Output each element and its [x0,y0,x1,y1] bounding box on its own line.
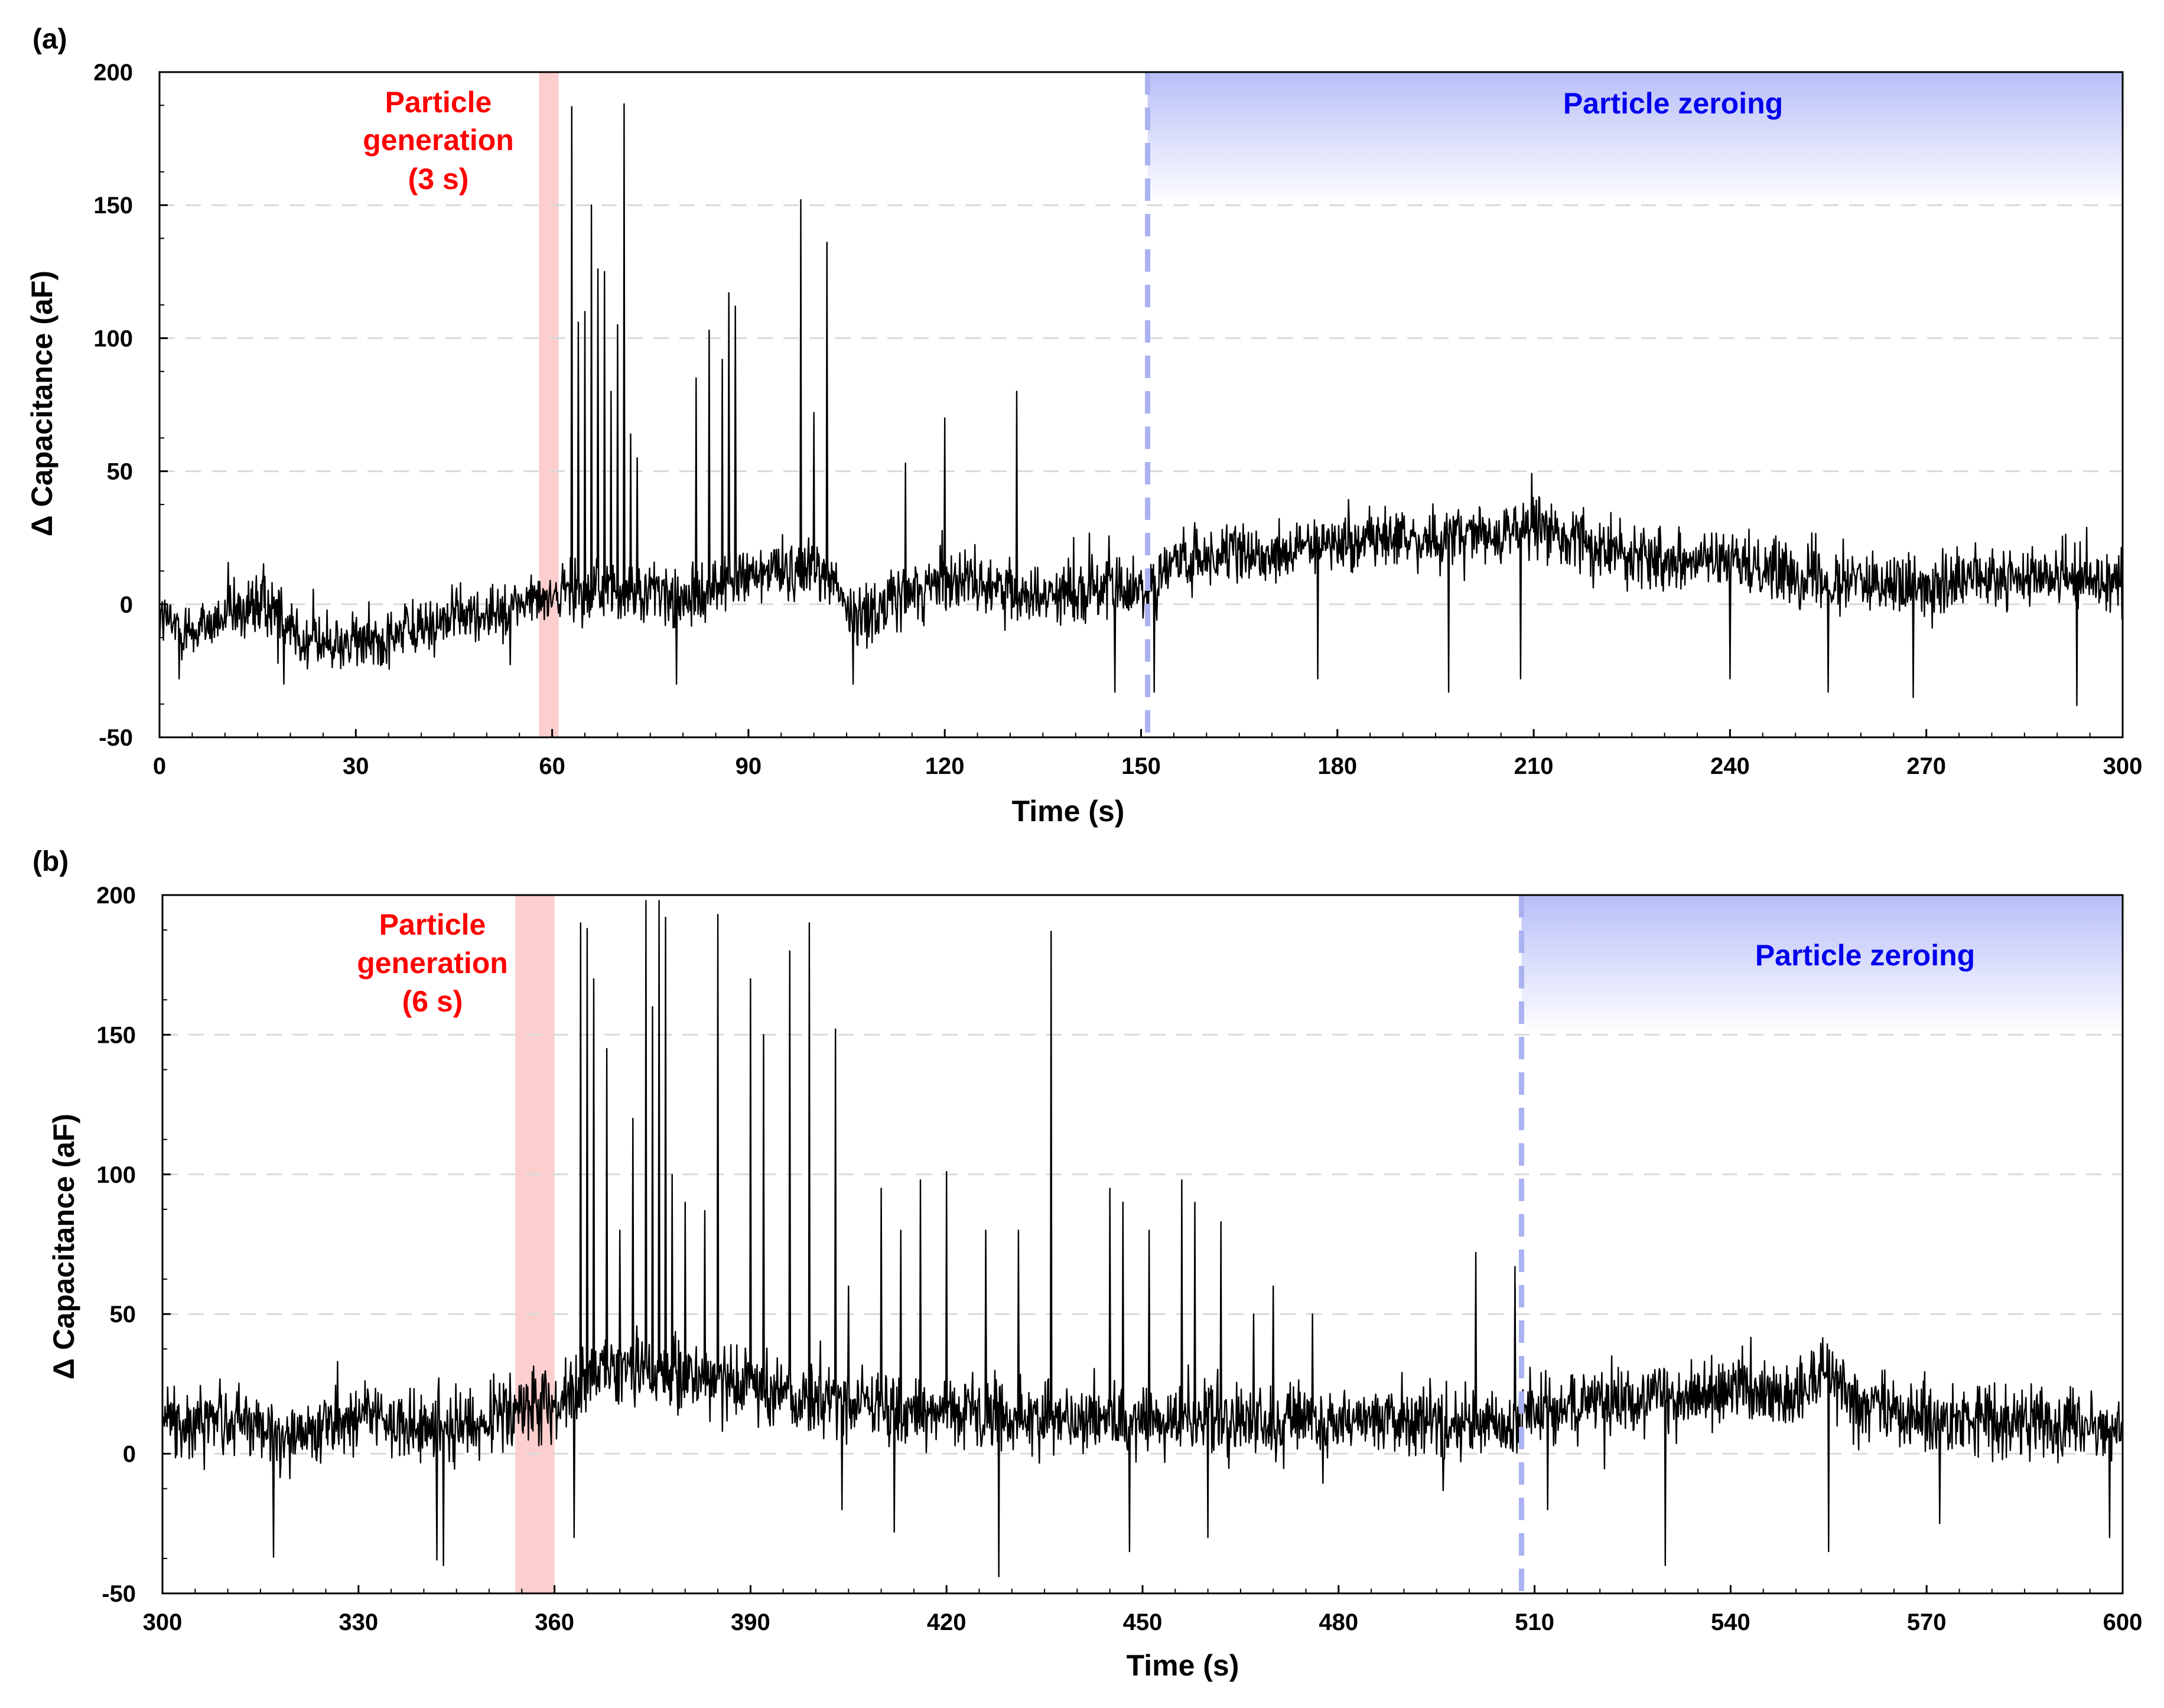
x-tick-label: 150 [1121,753,1161,779]
panel-b-x-axis: 300 330 360 390 420 450 480 510 540 570 600 [143,1585,2143,1635]
x-tick-label: 330 [339,1609,378,1635]
panel-b-generation-label-line1: Particle [379,908,486,941]
x-tick-label: 600 [2103,1609,2143,1635]
y-tick-label: 0 [123,1442,136,1468]
panel-a-y-axis: -50 0 50 100 150 200 [93,60,168,751]
x-tick-label: 390 [731,1609,770,1635]
panel-b-label: (b) [32,846,69,877]
panel-b-zeroing-region [1521,895,2123,1035]
x-tick-label: 210 [1514,753,1554,779]
y-tick-label: 50 [110,1302,136,1328]
panel-a-x-axis-title: Time (s) [1012,795,1125,828]
y-tick-label: 50 [107,459,134,485]
y-tick-label: 100 [93,326,133,352]
panel-b-generation-band [515,895,555,1593]
panel-b-y-axis-title: Δ Capacitance (aF) [47,1114,80,1380]
x-tick-label: 450 [1123,1609,1163,1635]
panel-b-gridlines [162,1033,2123,1455]
panel-b: (b) -50 0 50 100 150 200 300 330 360 390 420 450 48… [32,846,2142,1682]
panel-b-series-line [161,900,2124,1577]
panel-b-y-axis: -50 0 50 100 150 200 [96,883,171,1607]
y-tick-label: -50 [102,1581,136,1607]
x-tick-label: 480 [1319,1609,1358,1635]
x-tick-label: 90 [736,753,762,779]
panel-b-generation-label-line2: generation [357,946,508,980]
panel-a-y-axis-title: Δ Capacitance (aF) [25,271,58,536]
x-tick-label: 510 [1515,1609,1554,1635]
panel-b-generation-label-line3: (6 s) [402,985,463,1018]
y-tick-label: 150 [93,193,133,219]
panel-a-generation-label-line3: (3 s) [408,162,469,196]
y-tick-label: 100 [96,1162,136,1188]
x-tick-label: 420 [927,1609,967,1635]
x-tick-label: 270 [1906,753,1946,779]
panel-a-generation-label-line1: Particle [385,86,492,119]
y-tick-label: 200 [93,60,133,86]
panel-a-label: (a) [32,24,67,55]
panel-a-series-line [158,103,2124,707]
y-tick-label: 0 [120,592,133,618]
x-tick-label: 0 [153,753,166,779]
x-tick-label: 360 [535,1609,574,1635]
x-tick-label: 540 [1711,1609,1750,1635]
panel-a-generation-label-line2: generation [363,123,514,157]
y-tick-label: -50 [99,725,133,751]
x-tick-label: 180 [1317,753,1357,779]
x-tick-label: 300 [2103,753,2143,779]
panel-a-gridlines [160,204,2123,606]
x-tick-label: 60 [539,753,565,779]
x-tick-label: 240 [1710,753,1750,779]
panel-a: (a) -50 0 50 100 150 200 0 30 60 90 120 150 180 210 2… [25,24,2142,828]
x-tick-label: 570 [1907,1609,1947,1635]
panel-b-zeroing-label: Particle zeroing [1755,939,1975,972]
panel-a-x-axis: 0 30 60 90 120 150 180 210 240 270 300 [153,729,2143,779]
panel-a-zeroing-label: Particle zeroing [1563,87,1783,120]
panel-a-generation-band [539,72,559,737]
panel-b-x-axis-title: Time (s) [1127,1649,1239,1682]
x-tick-label: 30 [343,753,369,779]
y-tick-label: 150 [96,1022,136,1048]
panel-a-zeroing-region [1147,72,2123,206]
y-tick-label: 200 [96,883,136,909]
x-tick-label: 120 [925,753,965,779]
x-tick-label: 300 [143,1609,183,1635]
